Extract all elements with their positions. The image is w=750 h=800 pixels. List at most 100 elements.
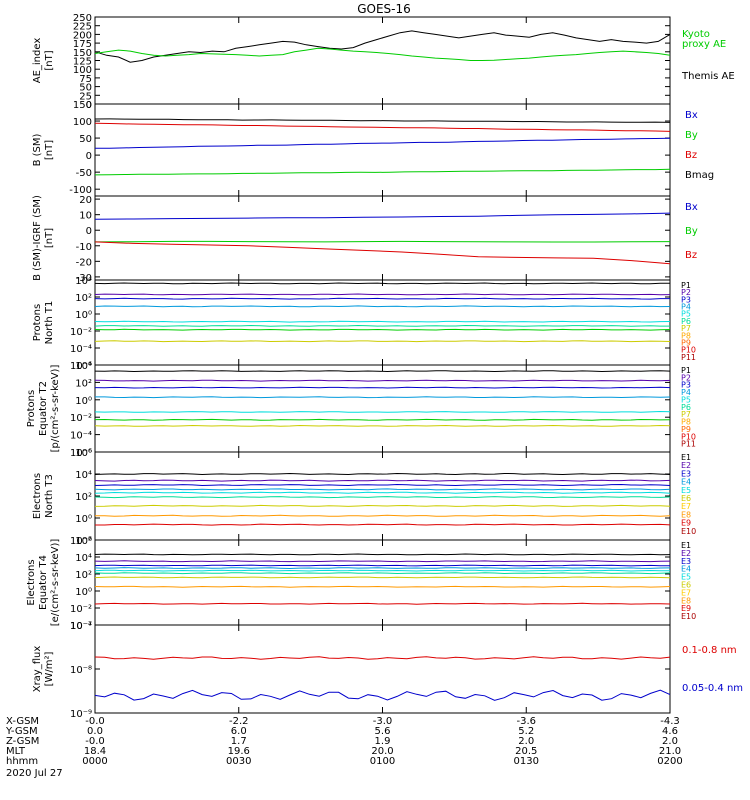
legend-entry: Bmag — [685, 170, 714, 181]
series-line-0-1-0-8-nm — [94, 656, 671, 660]
y-tick-label: 150 — [73, 100, 92, 111]
legend-entry: P5 — [681, 395, 691, 404]
series-line-bz — [94, 122, 671, 132]
y-axis-label: [nT] — [44, 228, 55, 248]
legend-entry: E7 — [681, 588, 691, 597]
series-line-e9 — [95, 523, 671, 526]
legend-entry: P3 — [681, 381, 691, 390]
y-tick-label: 10² — [75, 378, 92, 389]
legend-entry: P2 — [681, 373, 691, 382]
legend-entry: E1 — [681, 453, 691, 462]
y-tick-label: 0 — [86, 226, 92, 237]
legend-entry: E2 — [681, 461, 691, 470]
legend-entry: P11 — [681, 353, 696, 362]
x-axis-value: 0130 — [514, 756, 539, 767]
legend-entry: Kyoto — [682, 29, 710, 40]
y-tick-label: 10⁴ — [75, 361, 92, 372]
y-tick-label: 50 — [79, 83, 92, 94]
y-tick-label: 75 — [79, 74, 92, 85]
series-line-e5 — [94, 569, 670, 572]
x-axis-value: 1.7 — [231, 736, 247, 747]
y-tick-label: 10⁴ — [75, 553, 92, 564]
series-line-p4 — [95, 396, 671, 399]
y-tick-label: 10² — [75, 570, 92, 581]
series-line-kyoto-proxy-ae — [94, 47, 671, 61]
legend-entry: P1 — [681, 366, 691, 375]
y-tick-label: 100 — [73, 117, 92, 128]
y-tick-label: 10⁻⁸ — [70, 665, 92, 676]
legend-entry: P10 — [681, 346, 696, 355]
x-axis-row-label: X-GSM — [6, 716, 39, 727]
y-tick-label: 10⁻² — [70, 327, 92, 338]
legend-entry: 0.05-0.4 nm — [682, 683, 743, 694]
series-line-p1 — [94, 282, 670, 285]
y-tick-label: 10⁴ — [75, 276, 92, 287]
legend-entry: E5 — [681, 486, 691, 495]
x-axis-row-label: MLT — [6, 746, 26, 757]
series-line-bmag — [94, 118, 671, 123]
legend-entry: P3 — [681, 295, 691, 304]
series-line-e8 — [95, 514, 671, 517]
panel-electrons_t4: 10⁻⁴ 10⁻² 10⁰ 10² 10⁴ 10⁶ Electrons Equator T4[… — [26, 536, 696, 632]
x-axis-value: 19.6 — [228, 746, 250, 757]
y-tick-label: 175 — [73, 39, 92, 50]
legend-entry: E3 — [681, 557, 691, 566]
legend-entry: E9 — [681, 604, 691, 613]
x-axis-value: -0.0 — [85, 716, 105, 727]
x-axis-value: 20.0 — [371, 746, 393, 757]
y-axis-label: [p/(cm²-s-sr-keV)] — [50, 365, 61, 453]
legend-entry: E10 — [681, 612, 696, 621]
x-axis-row-label: Z-GSM — [6, 736, 39, 747]
legend-entry: P1 — [681, 281, 691, 290]
y-tick-label: 50 — [79, 134, 92, 145]
legend-entry: E4 — [681, 565, 691, 574]
legend-entry: P2 — [681, 288, 691, 297]
series-line-e5 — [94, 491, 671, 494]
panel-frame — [94, 624, 671, 714]
y-axis-label: B (SM)-IGRF (SM) — [32, 195, 43, 281]
y-tick-label: 10⁶ — [75, 536, 92, 547]
x-axis-value: 5.6 — [375, 726, 391, 737]
legend-entry: P8 — [681, 418, 691, 427]
x-axis-value: 21.0 — [659, 746, 681, 757]
y-tick-label: -100 — [69, 185, 92, 196]
y-axis-label: North T1 — [44, 301, 55, 345]
y-tick-label: 10⁻⁴ — [70, 431, 92, 442]
panel-frame — [94, 539, 671, 626]
y-axis-label: [W/m²] — [44, 651, 55, 686]
x-axis-row-label: hhmm — [6, 756, 38, 767]
y-tick-label: 200 — [73, 30, 92, 41]
y-tick-label: 10⁻⁷ — [70, 621, 92, 632]
y-tick-label: 10⁰ — [75, 587, 92, 598]
series-line-e8 — [94, 585, 671, 588]
y-axis-label: Electrons — [32, 473, 43, 519]
series-line-by — [94, 168, 671, 176]
y-tick-label: 25 — [79, 91, 92, 102]
y-tick-label: 10⁻⁴ — [70, 344, 92, 355]
y-tick-label: 10⁰ — [75, 396, 92, 407]
x-axis-value: 0200 — [657, 756, 682, 767]
x-axis-value: 18.4 — [84, 746, 106, 757]
legend-entry: P10 — [681, 432, 696, 441]
legend-entry: P5 — [681, 310, 691, 319]
series-line-themis-ae — [94, 30, 671, 63]
series-line-bz — [94, 241, 671, 265]
legend-entry: E4 — [681, 478, 691, 487]
series-line-e7 — [94, 504, 671, 507]
x-axis-value: -3.0 — [373, 716, 393, 727]
y-tick-label: 10⁻² — [70, 413, 92, 424]
y-axis-label: Equator T4 — [38, 555, 49, 610]
legend-entry: E7 — [681, 502, 691, 511]
y-axis-label: [nT] — [44, 140, 55, 160]
y-axis-label: Xray_flux — [32, 646, 43, 693]
series-line-p6 — [94, 324, 670, 327]
y-tick-label: 10⁰ — [75, 310, 92, 321]
legend-entry: By — [685, 130, 698, 141]
series-line-p8 — [94, 340, 671, 343]
x-axis-value: 20.5 — [515, 746, 537, 757]
legend-entry: E10 — [681, 527, 696, 536]
series-line-p6 — [94, 418, 671, 421]
x-axis-group: X-GSM -0.0 -2.2 -3.0 -3.6 -4.3 Y-GSM 0.0 6.0 5.6 5… — [5, 716, 683, 767]
